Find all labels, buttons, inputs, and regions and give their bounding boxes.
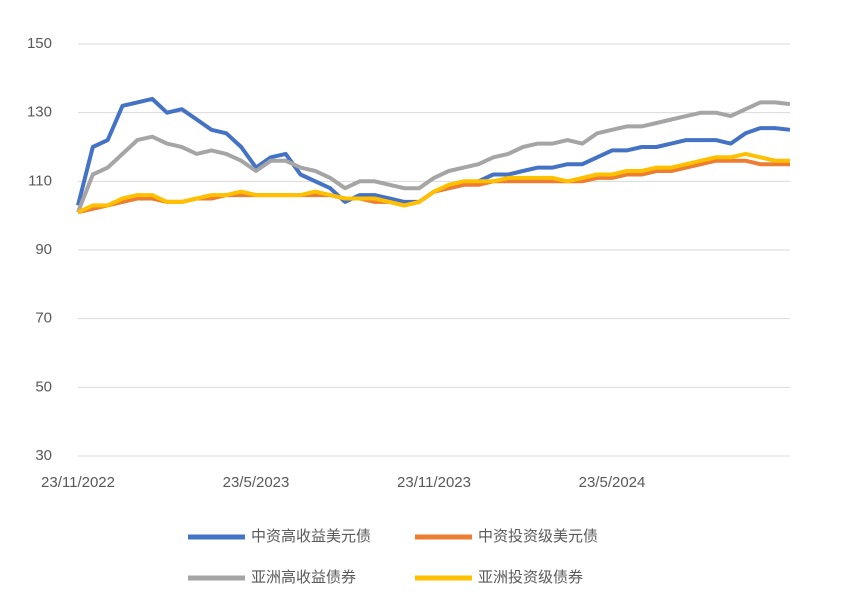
legend-label: 亚洲高收益债券 <box>251 569 356 586</box>
y-tick-label: 90 <box>35 241 52 258</box>
series-line <box>77 151 790 215</box>
legend-label: 中资投资级美元债 <box>478 528 598 545</box>
series-line <box>77 158 790 215</box>
series-line <box>76 100 791 213</box>
x-tick-label: 23/5/2023 <box>223 474 290 491</box>
x-tick-label: 23/11/2022 <box>41 474 115 491</box>
y-tick-label: 150 <box>27 35 52 52</box>
y-tick-label: 110 <box>28 172 52 189</box>
y-tick-label: 130 <box>27 104 52 121</box>
y-tick-label: 50 <box>35 378 52 395</box>
legend-label: 亚洲投资级债券 <box>478 569 583 586</box>
y-tick-label: 30 <box>35 447 52 464</box>
x-tick-label: 23/11/2023 <box>397 474 471 491</box>
x-tick-label: 23/5/2024 <box>579 474 646 491</box>
legend-label: 中资高收益美元债 <box>251 528 371 545</box>
y-tick-label: 70 <box>35 310 52 327</box>
